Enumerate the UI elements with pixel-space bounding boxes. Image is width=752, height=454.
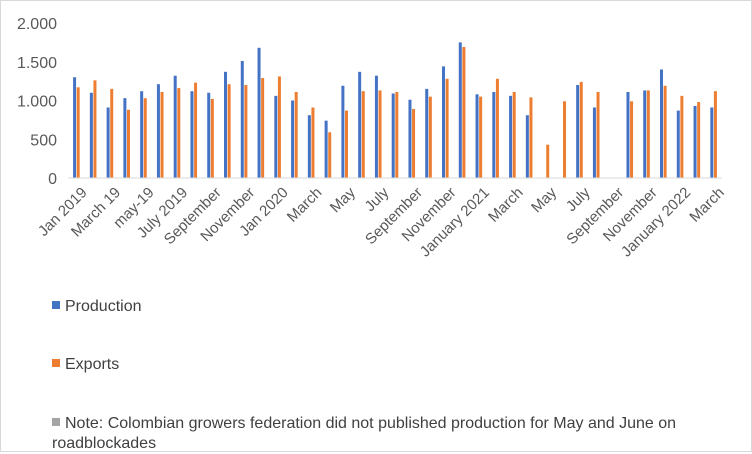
bar-production [374,75,378,178]
y-tick-label: 1.500 [17,55,57,72]
bar-production [324,120,328,178]
bar-exports [143,98,147,178]
bar-exports [713,91,717,178]
bar-production [492,91,496,178]
bar-production [307,115,311,178]
bar-production [140,91,144,178]
bar-production [89,92,93,178]
y-axis: 0 500 1.000 1.500 2.000 [17,16,57,188]
bar-production [660,69,664,178]
bar-exports [277,76,281,178]
bar-exports [479,96,483,179]
x-tick-label: May [528,184,560,216]
bar-exports [546,144,550,178]
legend-note-text: Note: Colombian growers federation did n… [52,415,677,452]
bar-exports [227,84,231,178]
y-tick-label: 500 [30,132,57,149]
y-tick-label: 0 [48,171,57,188]
bar-production [291,100,295,178]
legend-item-production: Production [52,298,142,316]
bar-production [458,42,462,179]
bar-production [123,98,127,178]
bar-production [525,115,529,178]
bar-production [391,93,395,178]
bar-exports [110,88,114,179]
bar-production [106,107,110,178]
y-tick-label: 1.000 [17,94,57,111]
bar-exports [93,80,97,178]
bar-exports [529,97,533,178]
bar-exports [579,81,583,178]
bar-exports [160,91,164,178]
bar-exports [462,47,466,178]
legend-label-exports: Exports [65,356,120,373]
bar-exports [244,85,248,178]
bar-exports [194,82,198,178]
bar-production [156,84,160,178]
x-tick-label: March [284,184,325,225]
x-tick-label: March [686,184,727,225]
x-tick-label: March [485,184,526,225]
exports-swatch [52,359,60,367]
bar-exports [562,101,566,178]
bar-exports [76,87,80,178]
bar-exports [294,91,298,178]
bar-exports [630,101,634,178]
bar-production [425,88,429,179]
bar-production [676,110,680,178]
bar-exports [311,107,315,178]
bar-production [73,77,77,178]
bar-production [358,71,362,178]
bar-production [190,91,194,178]
bar-exports [646,90,650,178]
bar-exports [210,98,214,178]
bar-production [475,94,479,178]
bar-production [710,107,714,178]
bar-exports [412,109,416,178]
bar-exports [697,102,701,178]
bar-production [408,99,412,178]
bar-production [576,85,580,178]
bar-production [257,47,261,178]
legend-label-production: Production [65,298,142,315]
x-tick-label: May [327,184,359,216]
bar-exports [361,91,365,178]
bar-exports [126,109,130,178]
bar-production [442,66,446,178]
bar-production [240,60,244,178]
bar-exports [344,110,348,178]
bar-exports [596,91,600,178]
bar-exports [512,91,516,178]
bar-production [509,95,513,178]
legend-item-exports: Exports [52,356,119,374]
bar-exports [428,96,432,179]
bar-production [341,85,345,178]
legend-item-note: Note: Colombian growers federation did n… [52,414,732,454]
bar-exports [378,90,382,178]
bar-production [693,105,697,178]
bar-production [643,90,647,178]
note-swatch [52,418,60,426]
bars [73,42,717,179]
y-tick-label: 2.000 [17,16,57,33]
bar-exports [261,78,265,178]
bar-exports [328,132,332,178]
production-swatch [52,301,60,309]
bar-exports [395,91,399,178]
bar-production [626,91,630,178]
bar-exports [663,85,667,178]
bar-production [207,92,211,178]
bar-production [224,71,228,178]
bar-production [173,75,177,178]
bar-production [592,107,596,178]
bar-exports [177,88,181,178]
bar-exports [495,78,499,178]
bar-production [274,95,278,178]
bar-exports [445,78,449,178]
bar-exports [680,95,684,178]
